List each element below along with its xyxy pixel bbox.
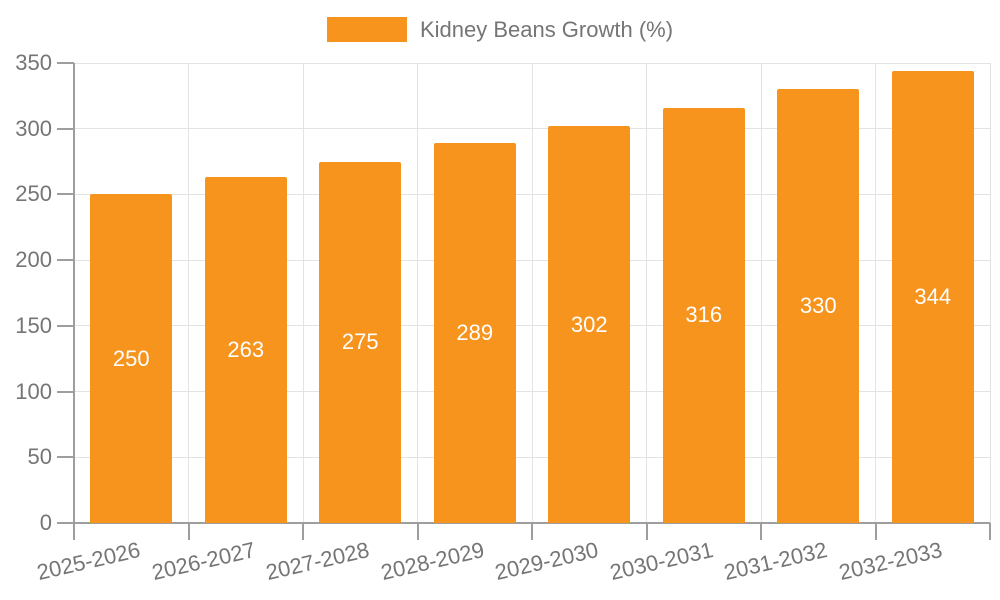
bar-value-label: 316 — [685, 302, 723, 328]
x-tick-label: 2029-2030 — [492, 537, 601, 586]
x-axis-tick — [874, 523, 877, 540]
bar-value-label: 275 — [341, 329, 379, 355]
x-grid-line — [760, 63, 762, 523]
x-grid-line — [875, 63, 876, 523]
y-axis-tick — [57, 456, 74, 459]
x-axis-tick — [645, 523, 648, 540]
y-tick-label: 200 — [15, 247, 52, 273]
bar-value-label: 344 — [914, 283, 952, 309]
bar-value-label: 302 — [570, 311, 608, 337]
x-axis-tick — [531, 523, 533, 540]
bar-2027-2028[interactable] — [319, 161, 402, 523]
bar-2030-2031[interactable] — [662, 107, 745, 523]
x-tick-label: 2025-2026 — [34, 537, 143, 586]
y-tick-label: 350 — [15, 50, 52, 75]
bar-value-label: 289 — [456, 320, 494, 346]
bar-2032-2033[interactable] — [891, 70, 974, 523]
bar-value-label: 250 — [112, 345, 150, 371]
x-tick-label: 2032-2033 — [836, 537, 945, 586]
y-tick-label: 100 — [15, 378, 52, 404]
bar-value-label: 330 — [799, 293, 837, 319]
x-axis-tick — [760, 523, 762, 540]
y-tick-label: 0 — [39, 510, 52, 535]
x-axis-tick — [73, 523, 75, 540]
x-tick-label: 2027-2028 — [263, 537, 372, 586]
x-tick-label: 2030-2031 — [607, 537, 716, 586]
legend-item[interactable]: Kidney Beans Growth (%) — [0, 17, 1000, 42]
x-grid-line — [188, 63, 189, 523]
x-axis-line — [57, 522, 990, 524]
legend-label: Kidney Beans Growth (%) — [419, 17, 674, 42]
y-axis-tick — [57, 259, 74, 262]
y-tick-label: 150 — [15, 312, 52, 338]
x-tick-label: 2031-2032 — [721, 537, 830, 586]
bar-2028-2029[interactable] — [433, 143, 516, 523]
y-axis-line — [73, 63, 75, 523]
x-axis-tick — [302, 523, 304, 540]
x-grid-line — [417, 63, 418, 523]
bar-2025-2026[interactable] — [90, 194, 173, 523]
y-axis-tick — [57, 127, 74, 130]
x-grid-line — [989, 63, 991, 523]
y-axis-tick — [57, 62, 74, 64]
x-axis-tick — [416, 523, 419, 540]
y-axis-tick — [57, 390, 74, 393]
legend-swatch — [326, 17, 407, 42]
x-tick-label: 2028-2029 — [378, 537, 487, 586]
x-tick-label: 2026-2027 — [149, 537, 258, 586]
x-grid-line — [302, 63, 304, 523]
bar-2031-2032[interactable] — [777, 89, 860, 523]
y-axis-tick — [57, 193, 74, 196]
y-tick-label: 50 — [27, 444, 52, 470]
bar-2029-2030[interactable] — [548, 126, 631, 523]
x-grid-line — [646, 63, 647, 523]
y-axis-tick — [57, 324, 74, 327]
bar-2026-2027[interactable] — [204, 177, 287, 523]
x-grid-line — [531, 63, 533, 523]
y-tick-label: 300 — [15, 115, 52, 141]
y-tick-label: 250 — [15, 181, 52, 207]
x-axis-tick — [989, 523, 991, 540]
bar-value-label: 263 — [227, 337, 265, 363]
x-axis-tick — [187, 523, 190, 540]
